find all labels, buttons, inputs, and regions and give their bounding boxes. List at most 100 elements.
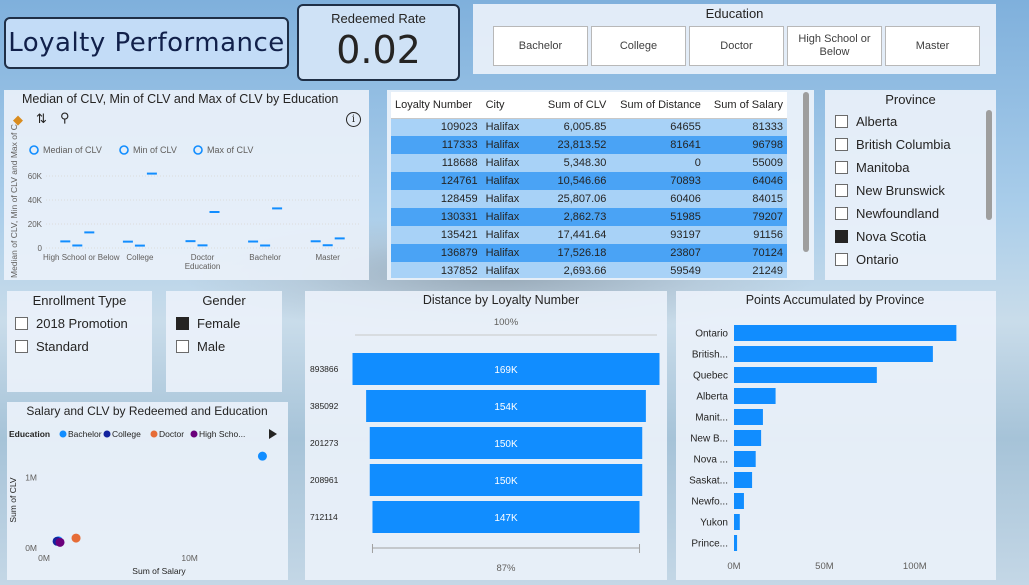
checkbox[interactable] (835, 161, 848, 174)
legend-label: Median of CLV (43, 145, 102, 155)
table-row[interactable]: 136879 Halifax 17,526.18 23807 70124 (391, 244, 787, 262)
table-cell: 23807 (610, 244, 705, 262)
province-bar[interactable] (734, 367, 877, 383)
loyalty-table-card[interactable]: Loyalty Number City Sum of CLV Sum of Dista… (387, 90, 814, 280)
checkbox[interactable] (15, 317, 28, 330)
slicer-option-male[interactable]: Male (176, 335, 240, 358)
funnel-category-label: 201273 (310, 438, 339, 448)
table-cell: Halifax (481, 172, 540, 190)
education-tile-high-school-or-below[interactable]: High School or Below (787, 26, 882, 66)
checkbox[interactable] (176, 340, 189, 353)
legend-next-icon[interactable] (269, 429, 277, 439)
clv-education-chart-card[interactable]: Median of CLV, Min of CLV and Max of CLV… (4, 90, 369, 280)
table-row[interactable]: 135421 Halifax 17,441.64 93197 91156 (391, 226, 787, 244)
slicer-option-alberta[interactable]: Alberta (835, 110, 985, 133)
province-bar[interactable] (734, 472, 753, 488)
x-tick-label: College (126, 253, 154, 262)
province-label: Ontario (695, 329, 728, 340)
info-icon[interactable]: i (346, 112, 361, 127)
column-header[interactable]: Loyalty Number (391, 92, 482, 119)
column-header[interactable]: Sum of CLV (539, 92, 611, 119)
scatter-point[interactable] (257, 451, 267, 461)
table-scrollbar[interactable] (803, 92, 809, 252)
checkbox[interactable] (835, 138, 848, 151)
gender-list: Female Male (176, 312, 240, 358)
checkbox[interactable] (176, 317, 189, 330)
education-tile-college[interactable]: College (591, 26, 686, 66)
province-label: Manit... (695, 413, 728, 424)
checkbox[interactable] (835, 184, 848, 197)
slicer-option-new-brunswick[interactable]: New Brunswick (835, 179, 985, 202)
slicer-option-standard[interactable]: Standard (15, 335, 128, 358)
funnel-category-label: 893866 (310, 364, 339, 374)
table-cell: 2,693.66 (539, 262, 611, 278)
funnel-bar[interactable] (372, 501, 640, 533)
points-province-card[interactable]: Points Accumulated by Province Ontario Bri… (676, 291, 996, 580)
province-bar[interactable] (734, 451, 756, 467)
slicer-option-female[interactable]: Female (176, 312, 240, 335)
slicer-option-manitoba[interactable]: Manitoba (835, 156, 985, 179)
legend-marker[interactable] (29, 145, 39, 155)
checkbox[interactable] (835, 253, 848, 266)
table-cell: 55009 (704, 154, 787, 172)
legend-marker[interactable] (150, 430, 158, 438)
table-cell: 136879 (391, 244, 482, 262)
province-bar[interactable] (734, 388, 776, 404)
table-row[interactable]: 128459 Halifax 25,807.06 60406 84015 (391, 190, 787, 208)
table-viewport[interactable]: Loyalty Number City Sum of CLV Sum of Dista… (391, 92, 787, 278)
legend-marker[interactable] (59, 430, 67, 438)
education-slicer: Education Bachelor College Doctor High Scho… (473, 4, 996, 74)
province-bar[interactable] (734, 430, 762, 446)
funnel-bar[interactable] (366, 390, 646, 422)
salary-clv-scatter-card[interactable]: Salary and CLV by Redeemed and Education… (7, 402, 288, 580)
table-row[interactable]: 117333 Halifax 23,813.52 81641 96798 (391, 136, 787, 154)
table-row[interactable]: 118688 Halifax 5,348.30 0 55009 (391, 154, 787, 172)
province-bar[interactable] (734, 493, 744, 509)
table-cell: 6,005.85 (539, 118, 611, 136)
column-header[interactable]: City (481, 92, 540, 119)
legend-marker[interactable] (190, 430, 198, 438)
slicer-option-ontario[interactable]: Ontario (835, 248, 985, 271)
paint-icon[interactable]: ◆ (13, 112, 23, 127)
table-cell: 81641 (610, 136, 705, 154)
slicer-option-british-columbia[interactable]: British Columbia (835, 133, 985, 156)
checkbox[interactable] (835, 230, 848, 243)
legend-marker[interactable] (103, 430, 111, 438)
education-tile-doctor[interactable]: Doctor (689, 26, 784, 66)
zoom-icon[interactable]: ⚲ (60, 110, 70, 125)
slicer-option-2018-promotion[interactable]: 2018 Promotion (15, 312, 128, 335)
sort-icon[interactable]: ⇅ (36, 111, 47, 126)
province-bar[interactable] (734, 535, 738, 551)
funnel-bar[interactable] (369, 464, 643, 496)
education-tile-bachelor[interactable]: Bachelor (493, 26, 588, 66)
funnel-bar[interactable] (369, 427, 643, 459)
funnel-bar[interactable] (352, 353, 660, 385)
province-bar[interactable] (734, 325, 957, 341)
table-row[interactable]: 130331 Halifax 2,862.73 51985 79207 (391, 208, 787, 226)
checkbox[interactable] (835, 207, 848, 220)
checkbox[interactable] (835, 115, 848, 128)
scatter-point[interactable] (55, 537, 65, 547)
kpi-label: Redeemed Rate (331, 11, 426, 26)
column-header[interactable]: Sum of Salary (704, 92, 787, 119)
slicer-option-nova-scotia[interactable]: Nova Scotia (835, 225, 985, 248)
province-bar[interactable] (734, 514, 740, 530)
province-bar[interactable] (734, 409, 763, 425)
scatter-point[interactable] (71, 533, 81, 543)
table-row[interactable]: 137852 Halifax 2,693.66 59549 21249 (391, 262, 787, 278)
redeemed-rate-card[interactable]: Redeemed Rate 0.02 (297, 4, 460, 81)
legend-marker[interactable] (193, 145, 203, 155)
province-scrollbar[interactable] (986, 110, 992, 220)
distance-funnel-card[interactable]: Distance by Loyalty Number 100% 169K 893866… (305, 291, 667, 580)
legend-marker[interactable] (119, 145, 129, 155)
column-header[interactable]: Sum of Distance (610, 92, 705, 119)
education-tile-master[interactable]: Master (885, 26, 980, 66)
province-bar[interactable] (734, 346, 933, 362)
checkbox[interactable] (15, 340, 28, 353)
x-tick-label: Education (185, 262, 221, 271)
table-cell: 79207 (704, 208, 787, 226)
slicer-option-newfoundland[interactable]: Newfoundland (835, 202, 985, 225)
table-row[interactable]: 109023 Halifax 6,005.85 64655 81333 (391, 118, 787, 136)
table-cell: 124761 (391, 172, 482, 190)
table-row[interactable]: 124761 Halifax 10,546.66 70893 64046 (391, 172, 787, 190)
